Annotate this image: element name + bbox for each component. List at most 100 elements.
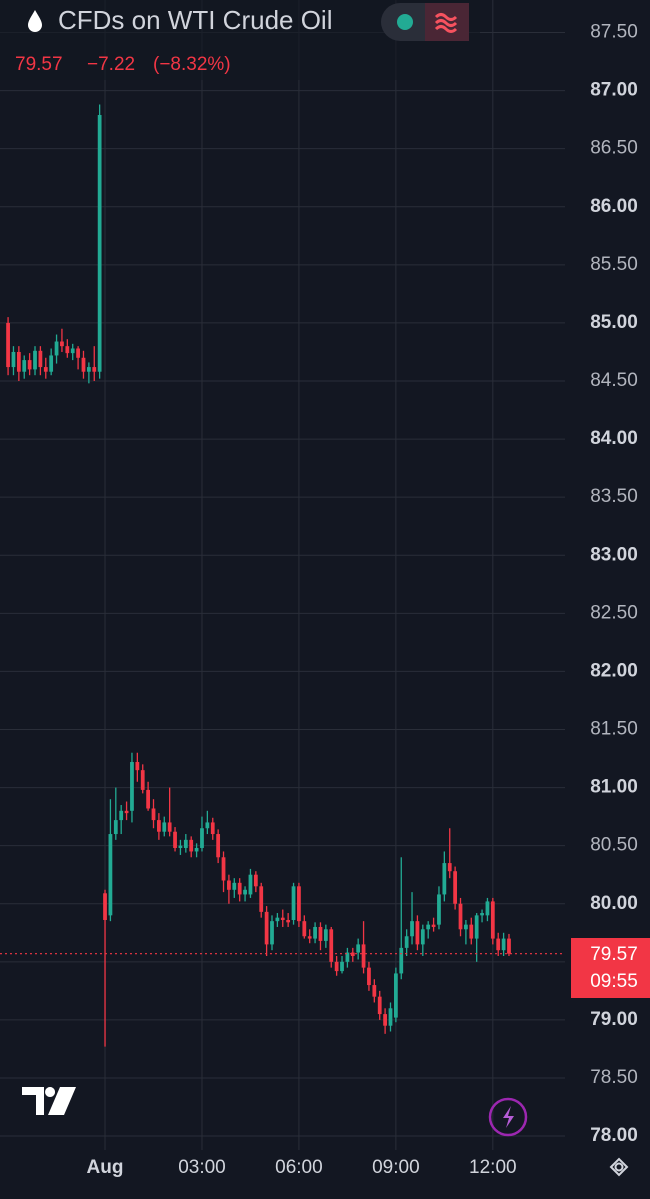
candle-body xyxy=(393,973,398,1018)
candle-body xyxy=(205,822,210,829)
candle-body xyxy=(437,894,441,925)
y-tick-label: 85.00 xyxy=(590,312,638,333)
candle-body xyxy=(103,893,107,920)
candle-body xyxy=(86,367,91,372)
candle-body xyxy=(323,929,328,941)
last-price: 79.57 xyxy=(15,54,63,75)
candle-body xyxy=(16,351,21,372)
candle-body xyxy=(388,1008,393,1026)
candle-body xyxy=(97,115,102,372)
candle-body xyxy=(415,921,420,945)
candle-body xyxy=(210,822,215,835)
y-tick-label: 83.50 xyxy=(590,486,638,507)
candle-body xyxy=(130,762,134,811)
candle-body xyxy=(307,936,312,939)
candle-body xyxy=(243,889,247,895)
y-tick-label: 87.00 xyxy=(590,80,638,101)
volatility-icon xyxy=(434,13,458,33)
candle-body xyxy=(383,1014,387,1026)
settings-dot xyxy=(614,1162,624,1172)
y-tick-label: 87.50 xyxy=(590,22,638,43)
x-tick-label: 03:00 xyxy=(178,1157,226,1178)
candle-body xyxy=(442,863,447,895)
candle-body xyxy=(43,367,48,372)
candle-body xyxy=(27,360,32,370)
candle-body xyxy=(146,789,151,809)
y-tick-label: 79.00 xyxy=(590,1009,638,1030)
candle-body xyxy=(275,917,280,922)
y-tick-label: 81.50 xyxy=(590,719,638,740)
candle-body xyxy=(135,762,140,771)
candle-body xyxy=(54,341,59,356)
candle-body xyxy=(453,871,458,904)
candle-body xyxy=(377,996,382,1015)
candle-body xyxy=(11,351,16,368)
y-tick-label: 85.50 xyxy=(590,254,638,275)
y-tick-label: 83.00 xyxy=(590,544,638,565)
candle-body xyxy=(464,924,468,930)
settings-button[interactable] xyxy=(609,1157,629,1177)
x-tick-label: 06:00 xyxy=(275,1157,323,1178)
x-tick-label: 09:00 xyxy=(372,1157,420,1178)
candle-body xyxy=(313,926,317,939)
candle-body xyxy=(60,341,64,347)
candle-body xyxy=(297,886,301,922)
candle-body xyxy=(76,348,80,358)
candle-body xyxy=(501,938,506,951)
change-percent: (−8.32%) xyxy=(153,54,231,75)
candle-body xyxy=(426,924,431,930)
candle-body xyxy=(173,831,177,848)
candle-body xyxy=(194,847,199,852)
market-open-dot xyxy=(397,14,413,30)
candle-body xyxy=(490,901,495,939)
lightning-icon xyxy=(503,1106,514,1128)
candle-body xyxy=(162,822,167,832)
candle-body xyxy=(253,874,258,887)
candle-body xyxy=(431,924,436,927)
candle-body xyxy=(318,926,323,941)
candle-body xyxy=(361,944,366,968)
candle-body xyxy=(404,936,409,948)
candle-body xyxy=(92,367,97,372)
y-tick-label: 82.50 xyxy=(590,602,638,623)
y-tick-label: 86.50 xyxy=(590,138,638,159)
candle-body xyxy=(286,920,291,923)
candle-body xyxy=(108,834,113,916)
y-tick-label: 81.00 xyxy=(590,777,638,798)
candle-body xyxy=(372,985,377,997)
candle-body xyxy=(151,808,156,821)
y-tick-label: 86.00 xyxy=(590,196,638,217)
candle-body xyxy=(38,350,43,368)
candle-body xyxy=(33,350,37,370)
lightning-button[interactable] xyxy=(488,1097,528,1137)
candle-body xyxy=(496,938,501,951)
candle-body xyxy=(291,886,296,920)
candle-body xyxy=(447,863,452,872)
candle-body xyxy=(140,770,145,790)
candle-body xyxy=(485,901,490,916)
price-box-value: 79.57 xyxy=(590,944,638,965)
candle-body xyxy=(329,929,334,962)
candle-body xyxy=(70,348,75,354)
candle-body xyxy=(334,961,339,972)
candle-body xyxy=(469,924,474,939)
candle-body xyxy=(340,961,344,972)
candle-body xyxy=(410,921,414,937)
price-box xyxy=(571,938,650,998)
candle-body xyxy=(248,874,253,895)
candle-body xyxy=(350,952,355,957)
y-tick-label: 78.00 xyxy=(590,1125,638,1146)
candle-body xyxy=(356,944,361,953)
candle-body xyxy=(264,911,269,945)
y-tick-label: 80.00 xyxy=(590,893,638,914)
change: −7.22 xyxy=(87,54,135,75)
y-tick-label: 84.00 xyxy=(590,428,638,449)
candle-body xyxy=(345,952,350,962)
candle-body xyxy=(480,913,484,916)
oil-icon xyxy=(28,10,42,32)
candle-body xyxy=(216,834,221,858)
candle-body xyxy=(22,360,27,372)
logo xyxy=(22,1087,76,1115)
candle-body xyxy=(232,882,237,890)
